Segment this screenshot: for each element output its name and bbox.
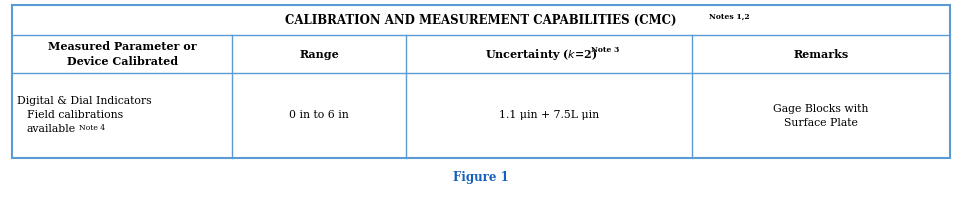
Text: available: available	[27, 125, 76, 134]
Text: Uncertainty ($\it{k}$=2): Uncertainty ($\it{k}$=2)	[484, 47, 597, 62]
Text: Surface Plate: Surface Plate	[783, 117, 857, 128]
Bar	[12, 5, 949, 158]
Text: 0 in to 6 in: 0 in to 6 in	[289, 110, 349, 121]
Text: Field calibrations: Field calibrations	[27, 110, 123, 121]
Text: Gage Blocks with: Gage Blocks with	[773, 104, 868, 113]
Text: Figure 1: Figure 1	[453, 171, 508, 185]
Text: 1.1 μin + 7.5L μin: 1.1 μin + 7.5L μin	[499, 110, 599, 121]
Text: Remarks: Remarks	[793, 49, 848, 60]
Text: Measured Parameter or
Device Calibrated: Measured Parameter or Device Calibrated	[48, 41, 196, 67]
Text: Note 3: Note 3	[590, 46, 619, 54]
Text: Range: Range	[299, 49, 338, 60]
Text: Digital & Dial Indicators: Digital & Dial Indicators	[17, 96, 152, 107]
Text: CALIBRATION AND MEASUREMENT CAPABILITIES (CMC): CALIBRATION AND MEASUREMENT CAPABILITIES…	[285, 13, 676, 27]
Text: Notes 1,2: Notes 1,2	[708, 13, 749, 21]
Text: Note 4: Note 4	[79, 124, 105, 131]
